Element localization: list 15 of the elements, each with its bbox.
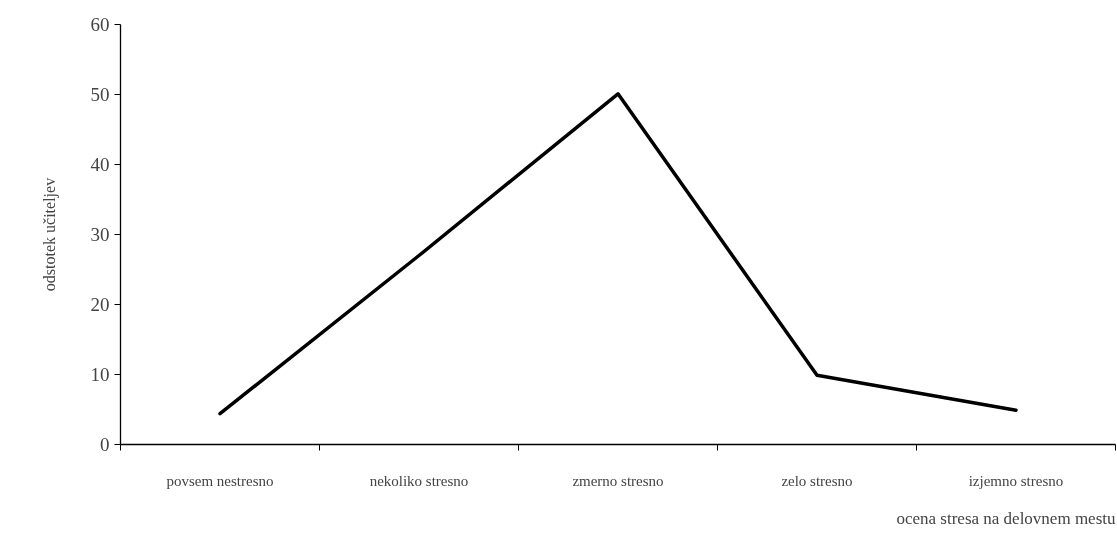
y-tick-label: 50	[90, 84, 110, 105]
x-tick-label: nekoliko stresno	[369, 472, 469, 489]
y-tick-label: 10	[90, 364, 110, 385]
x-tick-label: zmerno stresno	[572, 472, 664, 489]
x-tick-label: zelo stresno	[781, 472, 853, 489]
x-tick-label: povsem nestresno	[166, 472, 274, 489]
y-axis-title: odstotek učiteljev	[40, 177, 59, 292]
x-axis-title: ocena stresa na delovnem mestu	[896, 508, 1116, 528]
y-tick-label: 60	[90, 14, 110, 35]
y-tick-label: 30	[90, 224, 110, 245]
line-series	[218, 92, 1018, 416]
y-tick-label: 0	[100, 434, 110, 455]
y-tick-label: 40	[90, 154, 110, 175]
y-tick-label: 20	[90, 294, 110, 315]
x-tick-label: izjemno stresno	[968, 472, 1064, 489]
